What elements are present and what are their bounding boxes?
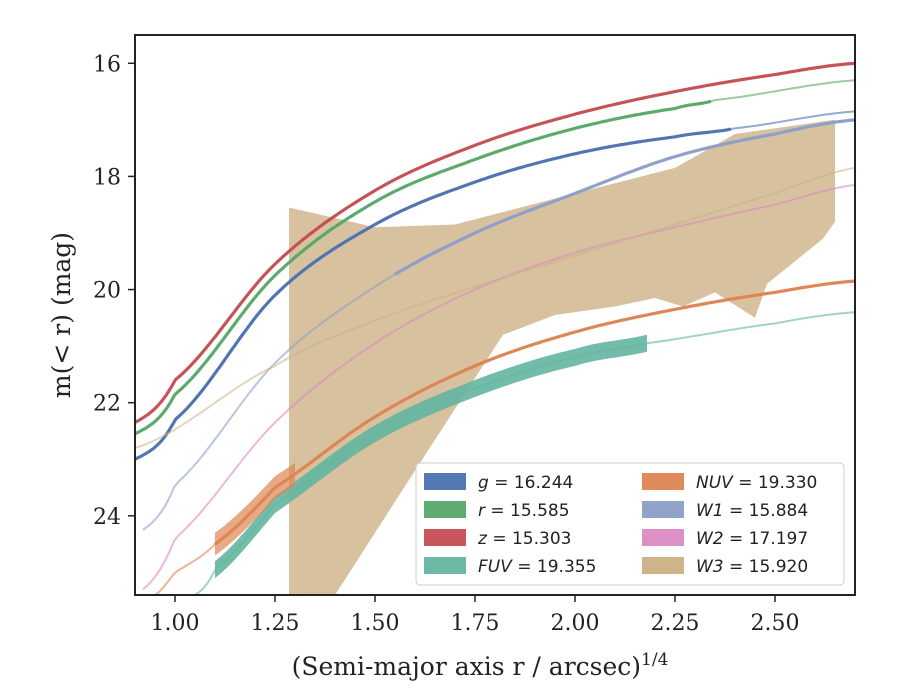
legend-swatch-W3 [642, 557, 684, 574]
band-NUV [214, 279, 855, 546]
lines-layer [135, 61, 855, 595]
legend-label-g: g = 16.244 [478, 473, 573, 493]
y-tick-label: 22 [93, 392, 121, 417]
legend-swatch-g [424, 473, 466, 490]
band-FUV [215, 334, 647, 578]
legend-label-W2: W2 = 17.197 [696, 529, 808, 549]
bands-layer [289, 119, 835, 595]
legend-swatch-W1 [642, 501, 684, 518]
legend: g = 16.244 r = 15.585 z = 15.303 FUV = 19.3… [415, 462, 845, 586]
y-tick-label: 18 [93, 165, 121, 190]
legend-swatch-z [424, 529, 466, 546]
y-axis: 16 18 20 22 24 [93, 52, 135, 530]
legend-label-W1: W1 = 15.884 [696, 501, 808, 521]
legend-swatch-NUV [642, 473, 684, 490]
x-axis: 1.00 1.25 1.50 1.75 2.00 2.25 2.50 [151, 595, 800, 636]
band-z [135, 61, 855, 424]
legend-label-r: r = 15.585 [478, 501, 570, 521]
band-r [135, 99, 712, 436]
legend-box [415, 462, 845, 586]
x-tick-label: 1.75 [451, 611, 500, 636]
legend-swatch-r [424, 501, 466, 518]
legend-label-z: z = 15.303 [477, 529, 571, 549]
band-NUV-inner [215, 462, 295, 556]
legend-swatch-FUV [424, 557, 466, 574]
legend-label-NUV: NUV = 19.330 [696, 473, 817, 493]
y-tick-label: 24 [93, 505, 121, 530]
x-tick-label: 2.25 [651, 611, 700, 636]
curve-W3 [135, 166, 855, 449]
y-tick-label: 16 [93, 52, 121, 77]
legend-label-FUV: FUV = 19.355 [478, 557, 596, 577]
band-W1 [394, 118, 855, 276]
x-axis-title: (Semi-major axis r / arcsec)1/4 [292, 650, 669, 681]
x-tick-label: 1.50 [351, 611, 400, 636]
band-W3 [289, 119, 835, 595]
x-tick-label: 1.25 [251, 611, 300, 636]
y-tick-label: 20 [93, 279, 121, 304]
x-tick-label: 2.50 [751, 611, 800, 636]
legend-swatch-W2 [642, 529, 684, 546]
x-tick-label: 1.00 [151, 611, 200, 636]
band-g [135, 127, 732, 461]
plot-frame [134, 34, 856, 596]
legend-label-W3: W3 = 15.920 [696, 557, 808, 577]
y-axis-title: m(< r) (mag) [47, 232, 76, 398]
x-axis-title-superscript: 1/4 [641, 650, 668, 670]
x-tick-label: 2.00 [551, 611, 600, 636]
